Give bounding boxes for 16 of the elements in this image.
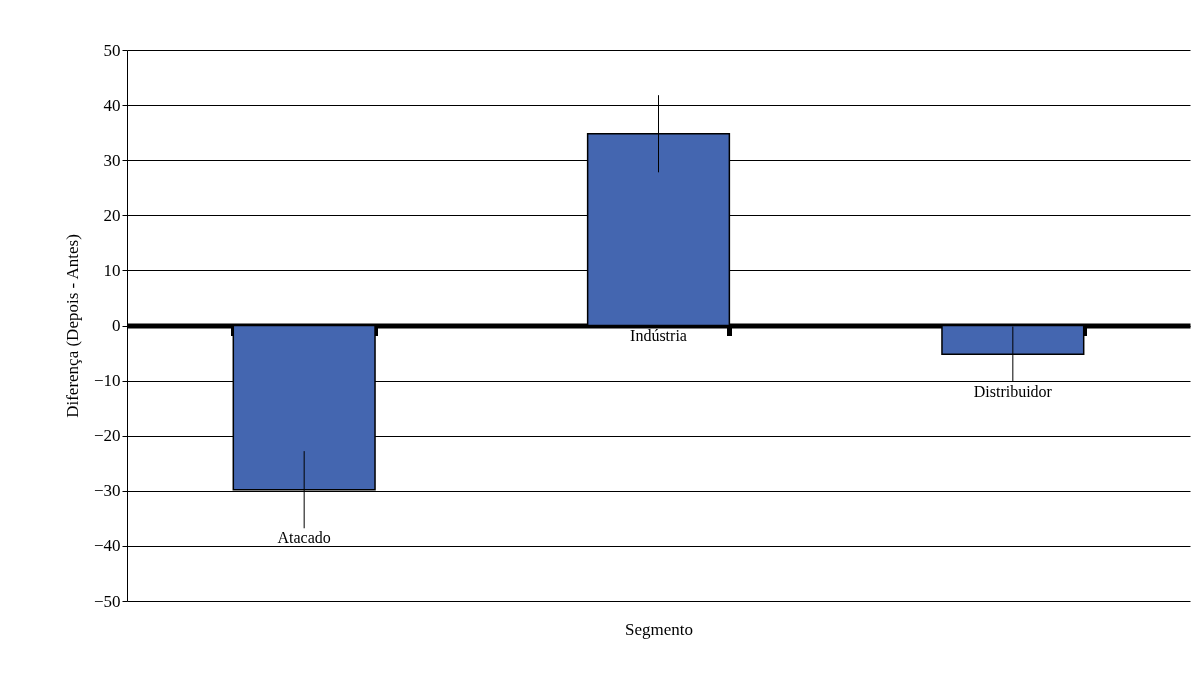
y-tick-label: 40 xyxy=(103,95,121,115)
y-tick-label: 0 xyxy=(112,316,121,335)
y-tick-label: −50 xyxy=(93,591,121,611)
x-tick-label: Atacado xyxy=(277,529,331,547)
y-axis-title: Diferença (Depois - Antes) xyxy=(62,234,82,418)
x-axis-title: Segmento xyxy=(625,619,693,639)
x-tick-label: Distribuidor xyxy=(973,382,1053,400)
y-tick-label: −30 xyxy=(93,481,121,501)
y-tick-label: −40 xyxy=(93,536,121,556)
y-tick-label: −20 xyxy=(93,426,121,446)
y-tick-label: −10 xyxy=(93,371,121,391)
x-tick-label: Indústria xyxy=(630,326,687,344)
y-tick-label: 50 xyxy=(103,40,121,60)
y-tick-label: 10 xyxy=(103,260,121,280)
y-tick-label: 30 xyxy=(103,150,121,170)
y-tick-label: 20 xyxy=(103,205,121,225)
